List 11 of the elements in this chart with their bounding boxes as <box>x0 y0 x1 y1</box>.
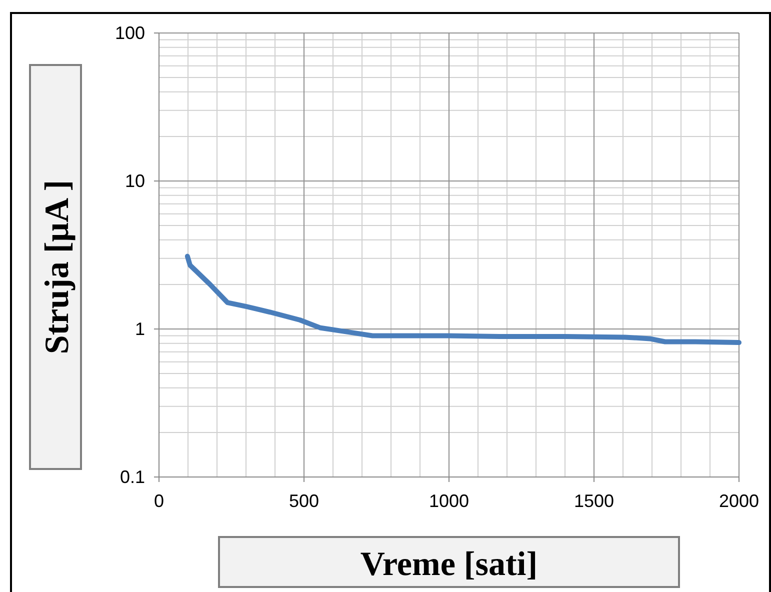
x-tick-label: 0 <box>154 491 164 511</box>
x-tick-label: 500 <box>288 491 320 511</box>
y-tick-label: 1 <box>134 319 145 339</box>
x-tick-label: 2000 <box>718 491 760 511</box>
x-tick-label: 1500 <box>574 491 614 511</box>
y-tick-label: 100 <box>114 23 145 43</box>
y-axis-title: Struja [μA ] <box>39 180 76 354</box>
x-axis-title: Vreme [sati] <box>360 546 538 583</box>
y-tick-label: 10 <box>124 171 145 191</box>
y-tick-label: 0.1 <box>120 467 145 487</box>
x-tick-label: 1000 <box>428 491 470 511</box>
